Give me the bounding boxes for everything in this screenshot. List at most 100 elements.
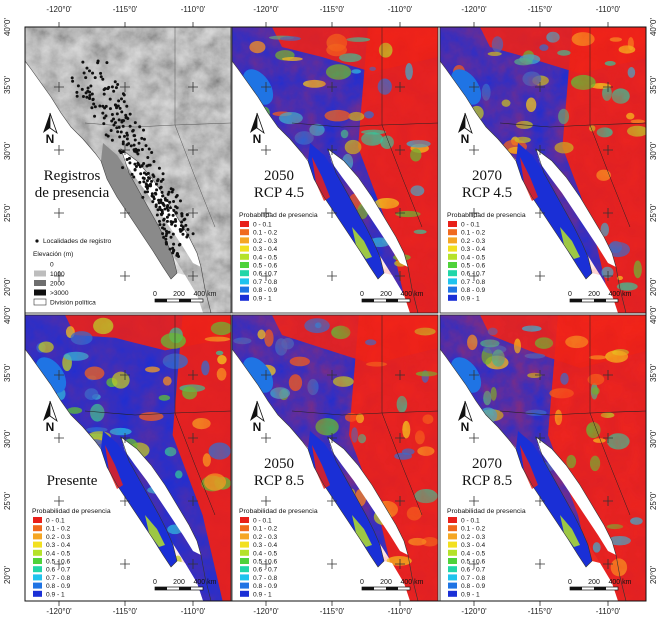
record-locality-point (146, 171, 150, 175)
north-label: N (253, 132, 262, 146)
graticule-cross (603, 271, 613, 281)
record-locality-point (161, 232, 165, 236)
graticule-cross (54, 82, 64, 92)
latitude-tick-right: 25°0' (649, 491, 658, 510)
graticule-cross (188, 82, 198, 92)
record-locality-point (102, 92, 106, 96)
record-locality-point (167, 190, 171, 194)
legend-swatch (33, 298, 47, 306)
panel-title: RCP 4.5 (254, 185, 304, 201)
record-locality-point (134, 165, 138, 169)
record-locality-point (166, 204, 170, 208)
map-panel-2070-rcp85 (440, 315, 646, 601)
graticule-cross (54, 496, 64, 506)
record-locality-point (164, 234, 168, 238)
record-locality-point (124, 116, 128, 120)
record-locality-point (104, 133, 108, 137)
latitude-tick-left: 35°0' (3, 363, 12, 382)
political-boundary (381, 315, 423, 516)
record-locality-point (140, 148, 144, 152)
graticule-cross (395, 82, 405, 92)
longitude-tick-top: -110°0' (181, 5, 206, 14)
legend-swatch (240, 229, 249, 236)
record-locality-point (152, 175, 156, 179)
record-locality-point (75, 94, 79, 98)
record-locality-point (110, 85, 114, 89)
record-locality-point (150, 179, 154, 183)
peninsula-mid-probability (352, 515, 372, 547)
record-locality-point (88, 90, 92, 94)
record-locality-point (171, 251, 175, 255)
latitude-tick-left: 20°0' (3, 565, 12, 584)
peninsula-mid-probability (560, 515, 580, 547)
record-locality-point (133, 162, 137, 166)
north-label: N (461, 420, 470, 434)
probability-legend: Probabilidad de presencia 0 - 0.10.1 - 0.… (239, 212, 318, 302)
legend-label: 0.1 - 0.2 (253, 526, 278, 533)
legend-label: 0.4 - 0.5 (461, 550, 486, 557)
coastline (440, 348, 627, 601)
legend-label: 0.9 - 1 (461, 591, 480, 598)
record-locality-point (168, 206, 172, 210)
latitude-tick-left: 30°0' (3, 429, 12, 448)
pacific-ocean (440, 61, 618, 313)
record-locality-point (159, 208, 163, 212)
peninsula-low-probability (312, 157, 330, 201)
coastline (440, 60, 627, 313)
legend-label: 0.3 - 0.4 (461, 246, 486, 253)
legend-swatch (240, 582, 249, 589)
legend-swatch (33, 549, 42, 556)
panel-title: 2050 (264, 168, 294, 184)
scale-label: 200 (173, 579, 185, 586)
record-locality-point (108, 107, 112, 111)
record-locality-point (136, 161, 140, 165)
record-locality-point (84, 76, 88, 80)
graticule-cross (535, 82, 545, 92)
record-locality-point (119, 130, 123, 134)
legend-label: 0.2 - 0.3 (253, 238, 278, 245)
record-locality-point (109, 129, 113, 133)
record-locality-point (102, 122, 106, 126)
coastline (232, 60, 419, 313)
latitude-tick-left: 25°0' (3, 491, 12, 510)
legend-label: 0.3 - 0.4 (253, 246, 278, 253)
record-locality-point (178, 199, 182, 203)
graticule-cross (327, 82, 337, 92)
record-locality-point (172, 200, 176, 204)
record-locality-point (116, 130, 120, 134)
record-locality-point (161, 194, 165, 198)
legend-swatch (33, 558, 42, 564)
north-arrow-icon: N (43, 112, 58, 146)
record-locality-point (75, 90, 79, 94)
record-locality-point (110, 138, 114, 142)
record-locality-point (113, 103, 117, 107)
record-locality-point (171, 232, 175, 236)
longitude-tick-top: -110°0' (596, 5, 621, 14)
record-locality-point (152, 159, 156, 163)
record-locality-point (90, 106, 94, 110)
panel-title: 2050 (264, 456, 294, 472)
graticule-cross (261, 271, 271, 281)
record-locality-point (112, 117, 116, 121)
record-locality-point (172, 208, 176, 212)
record-locality-point (127, 156, 131, 160)
legend-swatch (448, 270, 457, 277)
longitude-tick-top: -115°0' (528, 5, 553, 14)
record-locality-point (172, 248, 176, 252)
record-locality-point (140, 136, 144, 140)
record-locality-point (158, 205, 162, 209)
map-panel-registros (25, 27, 231, 313)
graticule-cross (327, 433, 337, 443)
legend-label: 0.7 - 0.8 (461, 575, 486, 582)
legend-label: 0.1 - 0.2 (253, 230, 278, 237)
legend-swatch (240, 558, 249, 564)
legend-label: 0.3 - 0.4 (46, 542, 71, 549)
gulf-of-california (328, 149, 408, 267)
legend-swatch (240, 253, 249, 260)
legend-label: 0.5 - 0.6 (461, 559, 486, 566)
record-locality-point (121, 150, 125, 154)
legend-swatch (33, 574, 42, 581)
legend-label: 0.7 - 0.8 (253, 575, 278, 582)
